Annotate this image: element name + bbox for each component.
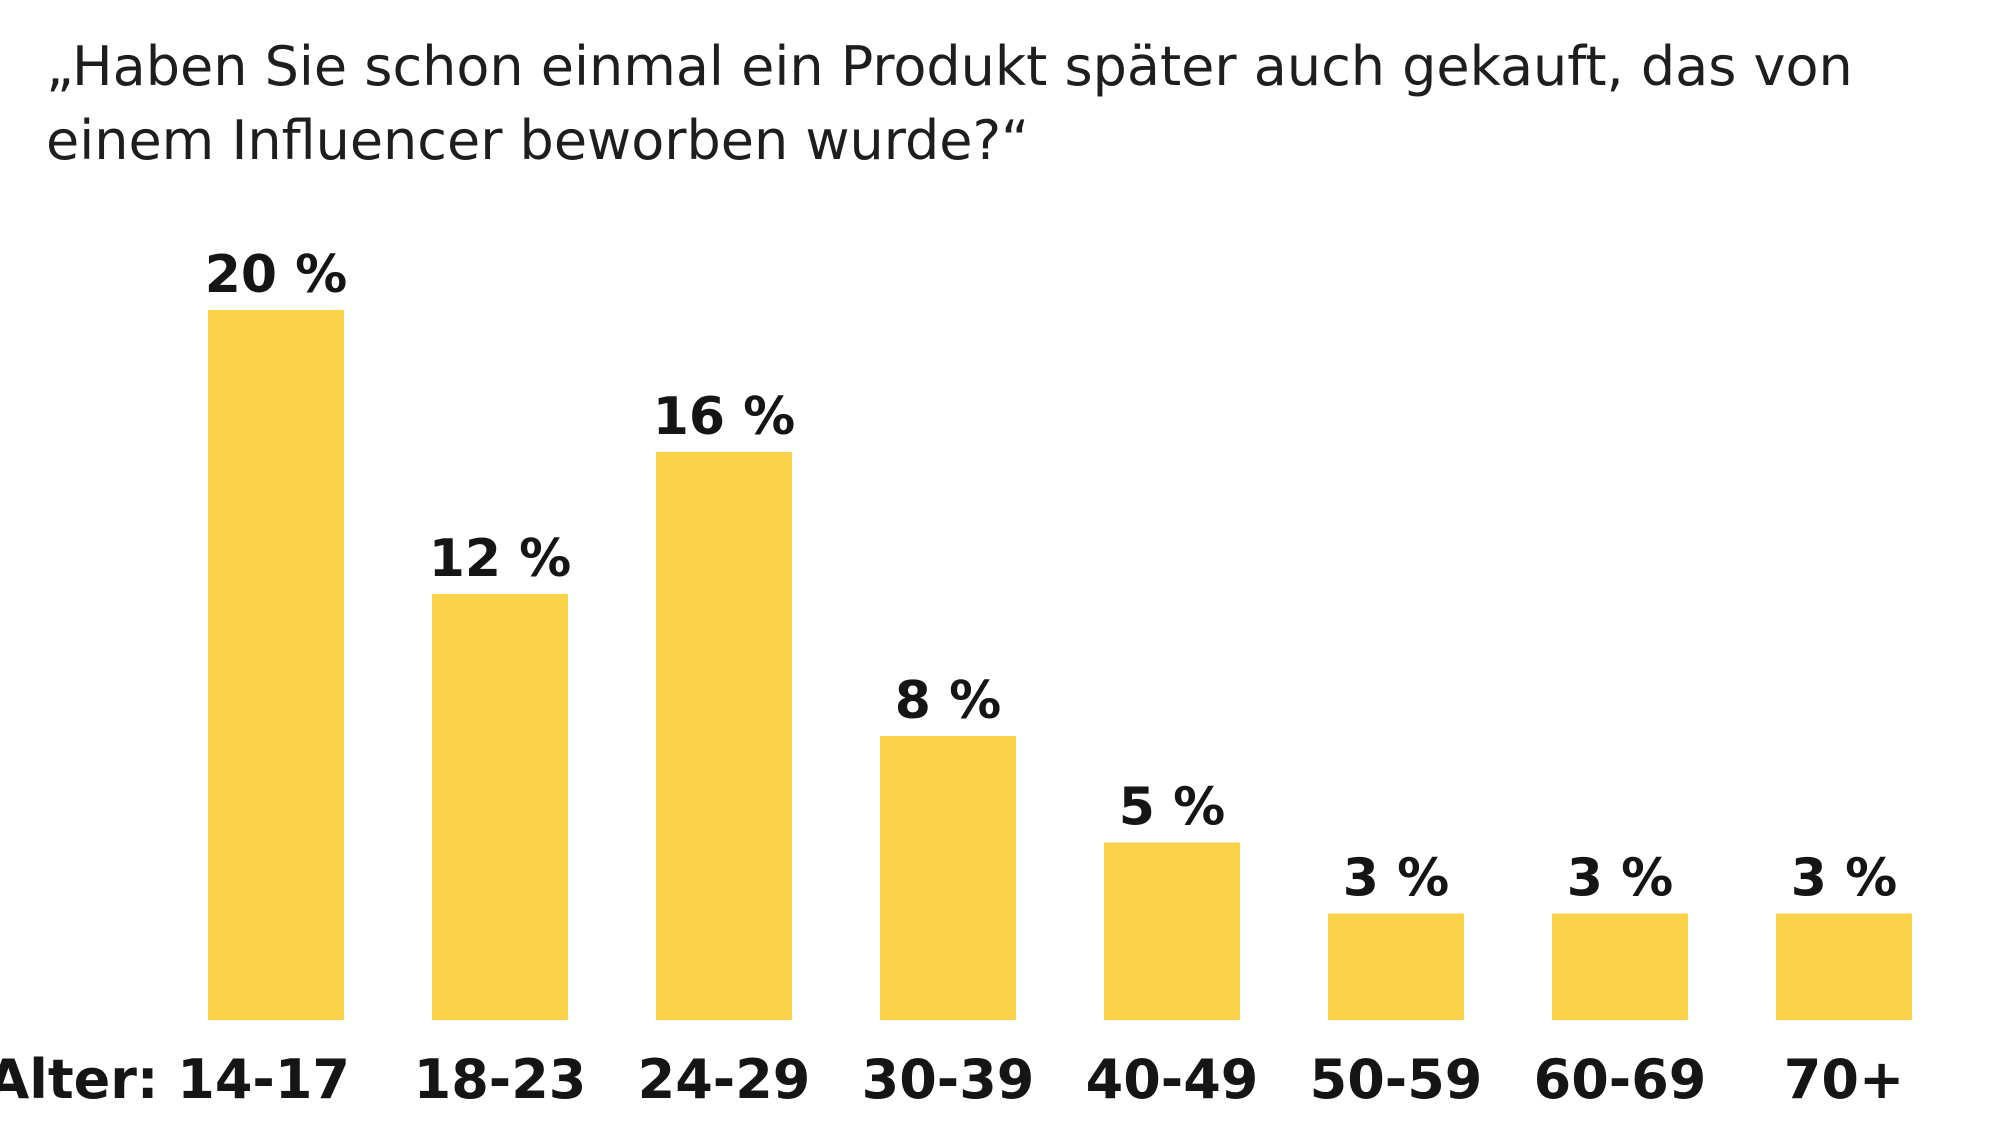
value-label: 3 % [1791, 849, 1897, 909]
bar-24-29 [656, 452, 792, 1020]
value-labels-group: 20 % 12 % 16 % 8 % 5 % 3 % 3 % 3 % [205, 245, 1897, 909]
bar-50-59 [1328, 913, 1464, 1020]
bars-group [208, 310, 1912, 1020]
x-tick-label: 60-69 [1534, 1048, 1707, 1111]
x-tick-label: 24-29 [638, 1048, 811, 1111]
bar-18-23 [432, 594, 568, 1020]
value-label: 12 % [429, 529, 572, 589]
chart-title: „Haben Sie schon einmal ein Produkt spät… [46, 35, 1853, 172]
value-label: 5 % [1119, 778, 1225, 838]
x-tick-label: Alter: 14-17 [0, 1048, 350, 1111]
x-tick-label: 18-23 [414, 1048, 587, 1111]
x-tick-label: 40-49 [1086, 1048, 1259, 1111]
bar-40-49 [1104, 842, 1240, 1020]
value-label: 8 % [895, 671, 1001, 731]
x-tick-label: 30-39 [862, 1048, 1035, 1111]
bar-30-39 [880, 736, 1016, 1020]
x-tick-label: 70+ [1784, 1048, 1904, 1111]
value-label: 3 % [1567, 849, 1673, 909]
tick-labels-group: Alter: 14-17 18-23 24-29 30-39 40-49 50-59 60-… [0, 1048, 1904, 1111]
x-tick-label: 50-59 [1310, 1048, 1483, 1111]
value-label: 3 % [1343, 849, 1449, 909]
bar-60-69 [1552, 913, 1688, 1020]
bar-70+ [1776, 913, 1912, 1020]
value-label: 16 % [653, 387, 796, 447]
value-label: 20 % [205, 245, 348, 305]
bar-14-17 [208, 310, 344, 1020]
